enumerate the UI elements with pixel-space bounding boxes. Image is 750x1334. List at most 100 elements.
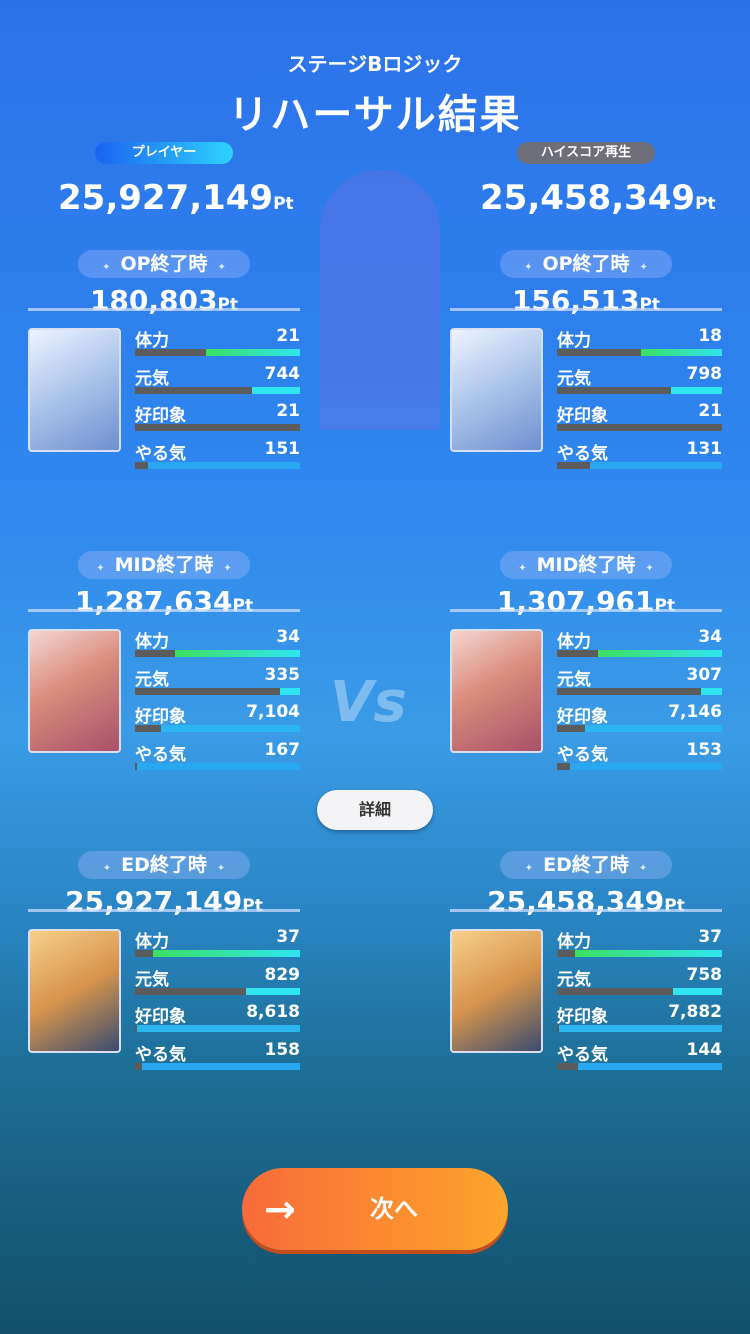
stat-bar-fill [570, 762, 722, 770]
stat-bar [135, 762, 300, 770]
stat-bar [135, 424, 300, 431]
phase-label: ✦ OP終了時 ✦ [500, 250, 672, 278]
phase-label-text: OP終了時 [120, 253, 208, 275]
stat-bar-fill [280, 687, 300, 695]
idol-portrait[interactable] [28, 629, 121, 753]
sparkle-icon: ✦ [216, 863, 226, 874]
unit: Pt [639, 295, 661, 315]
stat-bar-fill [578, 1062, 722, 1070]
stat-bar [557, 1025, 722, 1032]
detail-button[interactable]: 詳細 [317, 790, 433, 830]
total-score-value: 25,927,149 [58, 178, 274, 218]
phase-label: ✦ OP終了時 ✦ [78, 250, 250, 278]
stat-bar [557, 461, 722, 469]
stat-label: 好印象 [557, 707, 608, 727]
unit: Pt [695, 194, 716, 214]
stat-value: 7,146 [668, 702, 722, 722]
stat-motivation: やる気 153 [557, 738, 722, 776]
phase-score-value: 25,927,149 [65, 885, 243, 918]
phase-score: 25,927,149Pt [28, 885, 300, 918]
stat-bar [557, 386, 722, 394]
stat-genki: 元気 307 [557, 663, 722, 701]
stat-impression: 好印象 21 [135, 399, 300, 437]
stat-label: 体力 [135, 932, 169, 952]
stat-bar [557, 1062, 722, 1070]
stat-stamina: 体力 34 [135, 625, 300, 663]
stat-label: 元気 [557, 969, 591, 990]
stat-value: 21 [276, 326, 300, 346]
stat-value: 307 [686, 664, 723, 685]
vs-label: Vs [330, 670, 407, 735]
stat-bar [135, 687, 300, 695]
stat-value: 21 [276, 401, 300, 421]
phase-score-value: 180,803 [89, 284, 218, 317]
stat-motivation: やる気 158 [135, 1038, 300, 1076]
stat-genki: 元気 829 [135, 963, 300, 1001]
idol-portrait[interactable] [28, 328, 121, 452]
unit: Pt [654, 596, 676, 616]
stat-genki: 元気 335 [135, 663, 300, 701]
sparkle-icon: ✦ [96, 563, 105, 574]
phase-score: 25,458,349Pt [450, 885, 722, 918]
stat-bar-fill [136, 1025, 300, 1032]
divider [450, 909, 722, 912]
sparkle-icon: ✦ [524, 863, 534, 874]
stat-bar-fill [672, 987, 722, 995]
stat-label: 好印象 [557, 1007, 608, 1027]
stat-label: 元気 [557, 669, 591, 690]
stat-impression: 好印象 7,146 [557, 700, 722, 738]
stat-bar-fill [205, 349, 300, 356]
stat-bar-fill [252, 386, 300, 394]
divider [450, 308, 722, 311]
phase-label: ✦ MID終了時 ✦ [500, 551, 672, 579]
phase-label-text: MID終了時 [536, 554, 636, 576]
total-score: 25,458,349Pt [480, 178, 740, 218]
stat-bar-fill [153, 950, 300, 957]
stat-label: 体力 [557, 932, 591, 952]
phase-score: 156,513Pt [450, 284, 722, 317]
idol-portrait[interactable] [450, 929, 543, 1053]
stat-bar [557, 762, 722, 770]
stat-value: 335 [264, 664, 301, 685]
stat-motivation: やる気 167 [135, 738, 300, 776]
sparkle-icon: ✦ [645, 563, 654, 574]
unit: Pt [232, 596, 254, 616]
stat-label: 元気 [135, 368, 169, 389]
stat-bar-fill [585, 725, 722, 732]
stat-value: 18 [698, 326, 722, 346]
stat-bar-fill [641, 349, 722, 356]
next-label: 次へ [370, 1195, 418, 1223]
stat-label: やる気 [135, 744, 186, 765]
stat-bar [135, 650, 300, 657]
idol-portrait[interactable] [450, 328, 543, 452]
stat-value: 8,618 [246, 1002, 300, 1022]
stat-bar [135, 950, 300, 957]
stat-bar [557, 650, 722, 657]
stats-list: 体力 21 元気 744 好印象 21 やる気 151 [135, 324, 300, 474]
sparkle-icon: ✦ [524, 262, 533, 273]
stat-value: 7,104 [246, 702, 300, 722]
phase-label-text: ED終了時 [543, 854, 629, 876]
stat-bar [135, 1025, 300, 1032]
idol-portrait[interactable] [28, 929, 121, 1053]
next-button[interactable]: → 次へ [242, 1168, 508, 1250]
sparkle-icon: ✦ [639, 262, 648, 273]
stat-value: 7,882 [668, 1002, 722, 1022]
stat-value: 131 [686, 438, 723, 459]
arrow-right-icon: → [264, 1187, 296, 1231]
stat-value: 158 [264, 1039, 301, 1060]
stat-genki: 元気 798 [557, 362, 722, 400]
phase-label-text: MID終了時 [114, 554, 214, 576]
stat-bar-fill [136, 762, 300, 770]
stat-impression: 好印象 8,618 [135, 1000, 300, 1038]
stat-value: 34 [698, 627, 722, 647]
stat-value: 144 [686, 1039, 723, 1060]
stat-value: 744 [264, 363, 301, 384]
phase-label: ✦ MID終了時 ✦ [78, 551, 250, 579]
highscore-replay-badge: ハイスコア再生 [517, 142, 655, 164]
idol-portrait[interactable] [450, 629, 543, 753]
stage-subtitle: ステージBロジック [287, 52, 463, 76]
stat-value: 34 [276, 627, 300, 647]
phase-label-text: OP終了時 [542, 253, 630, 275]
stat-bar-fill [141, 1062, 300, 1070]
